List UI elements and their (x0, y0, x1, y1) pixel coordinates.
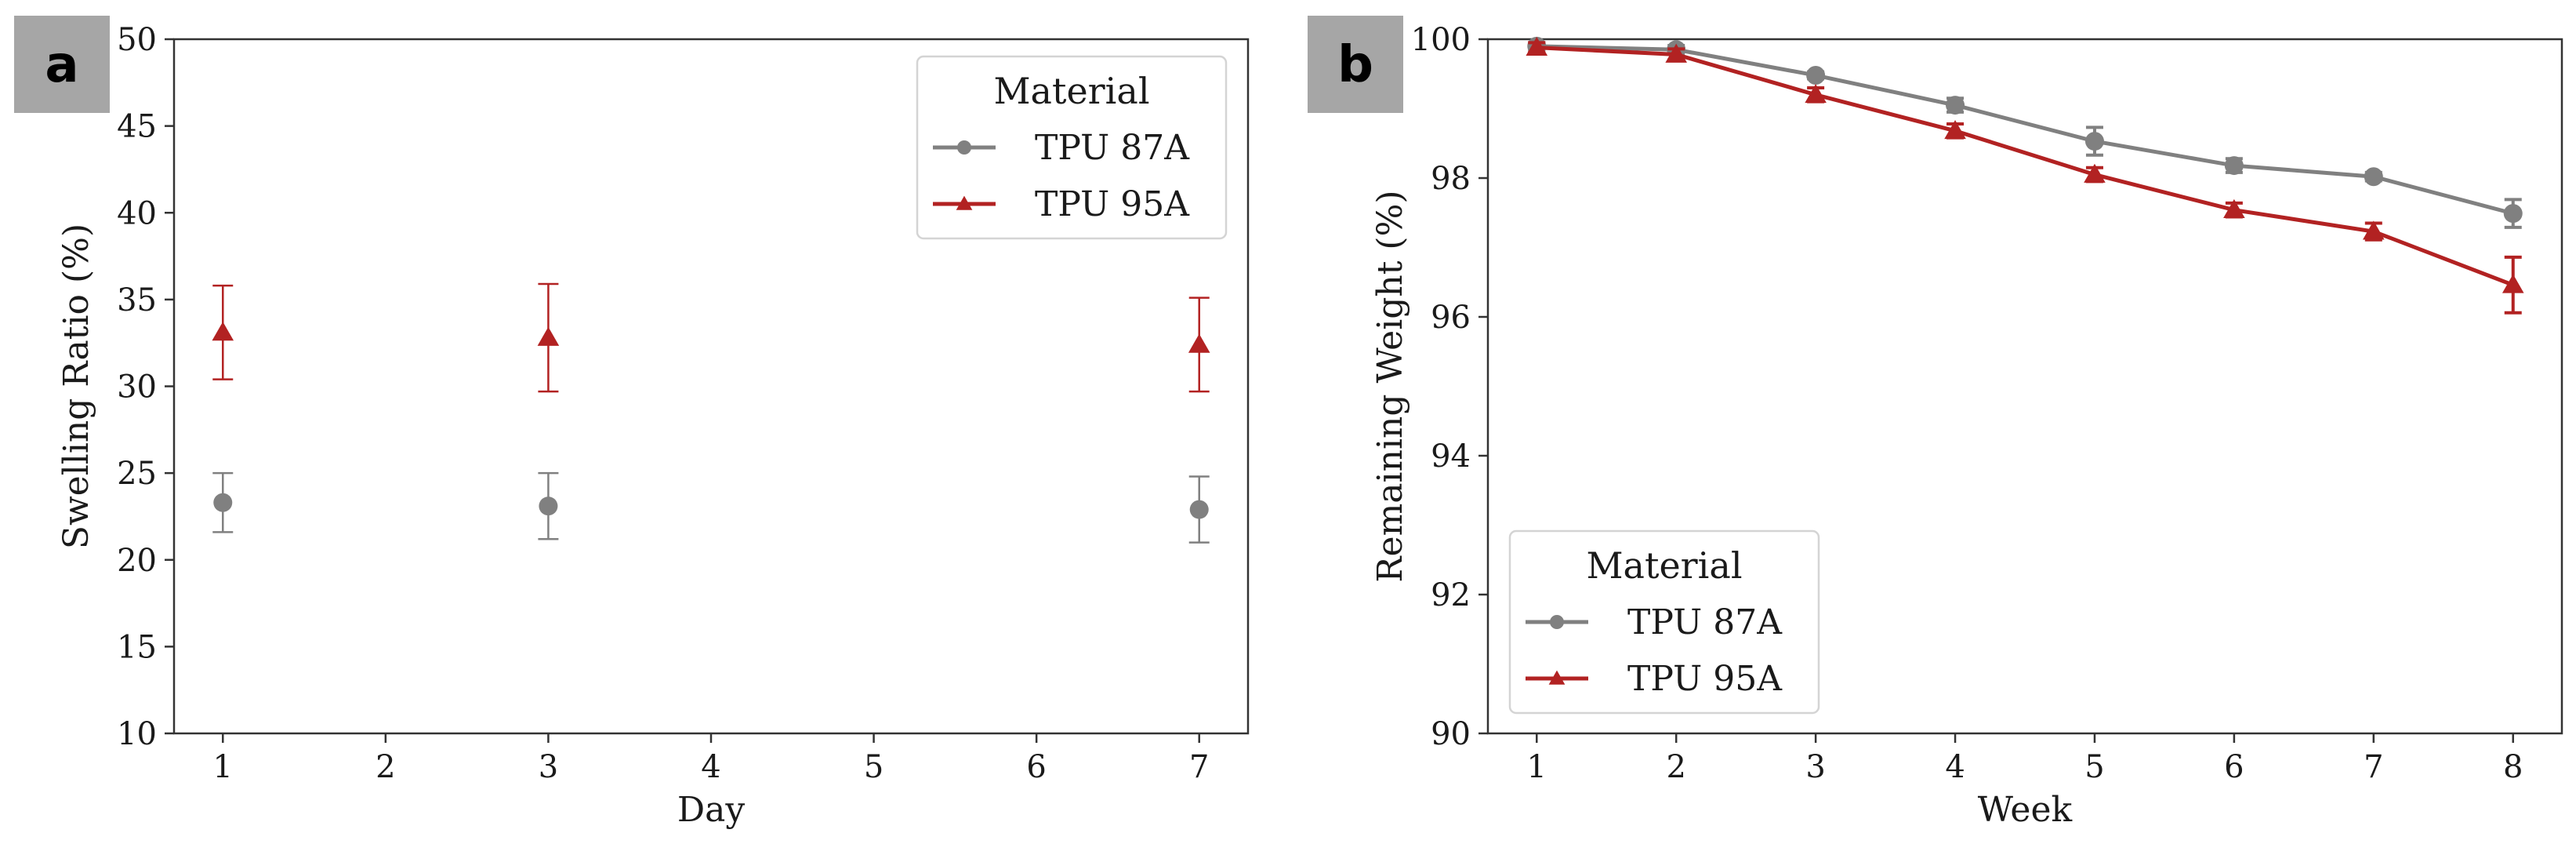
y-tick-label: 96 (1431, 300, 1471, 336)
data-point (2223, 198, 2245, 219)
data-point (2363, 220, 2385, 240)
y-tick-label: 10 (117, 716, 157, 752)
x-tick-label: 8 (2503, 749, 2523, 785)
data-point (539, 497, 558, 516)
y-tick-label: 90 (1431, 716, 1471, 752)
legend-title: Material (1586, 544, 1742, 587)
legend-box (1508, 529, 1820, 715)
data-point (2502, 274, 2524, 293)
x-tick-label: 1 (213, 749, 233, 785)
y-tick-label: 94 (1431, 438, 1471, 475)
axes-frame (1486, 38, 2563, 735)
x-tick-label: 3 (1805, 749, 1825, 785)
x-tick-label: 2 (1666, 749, 1685, 785)
data-point (2503, 204, 2523, 224)
y-tick-label: 45 (117, 109, 157, 145)
data-point (1665, 43, 1687, 63)
y-tick-label: 35 (117, 282, 157, 318)
legend-label: TPU 95A (1035, 184, 1190, 224)
legend: Material TPU 87A TPU 95A (916, 55, 1228, 240)
legend-entry: TPU 87A (933, 128, 1190, 168)
legend: Material TPU 87A TPU 95A (1508, 529, 1820, 715)
series-line (1537, 45, 2514, 287)
x-tick-label: 4 (701, 749, 720, 785)
x-tick-label: 5 (864, 749, 883, 785)
x-axis-label: Week (1978, 790, 2073, 830)
legend-label: TPU 87A (1035, 128, 1190, 168)
x-tick-label: 5 (2084, 749, 2104, 785)
x-tick-label: 3 (539, 749, 558, 785)
series-tpu-87a (1527, 36, 2523, 229)
y-tick-label: 100 (1411, 22, 1471, 58)
data-point (2084, 163, 2106, 183)
data-point (2224, 156, 2244, 176)
y-tick-label: 20 (117, 543, 157, 579)
legend-label: TPU 87A (1627, 602, 1783, 642)
data-point (1526, 36, 1548, 56)
data-point (212, 322, 234, 341)
y-tick-label: 92 (1431, 577, 1471, 613)
x-axis-label: Day (677, 790, 746, 830)
data-point (213, 493, 233, 512)
legend-title: Material (993, 70, 1149, 112)
panel-b: b 1 2 3 4 5 6 7 8 90 92 94 96 98 100 Week Remaining Weig… (1308, 16, 2563, 830)
panel-letter-badge (1308, 16, 1403, 113)
panel-letter-badge (14, 16, 110, 113)
series-tpu-87a (212, 471, 1210, 544)
y-tick-label: 50 (117, 22, 157, 58)
x-tick-label: 6 (1026, 749, 1046, 785)
data-point (1946, 96, 1965, 115)
legend-marker (1550, 615, 1564, 629)
data-point (2364, 167, 2383, 187)
y-tick-label: 15 (117, 629, 157, 665)
panel-letter: a (45, 36, 78, 94)
legend-marker (957, 140, 971, 155)
data-point (1189, 500, 1209, 519)
y-tick-label: 98 (1431, 161, 1471, 197)
legend-marker (1548, 670, 1566, 685)
series-tpu-95a (1526, 36, 2524, 315)
x-tick-label: 6 (2224, 749, 2244, 785)
data-point (1188, 333, 1210, 353)
y-tick-label: 40 (117, 195, 157, 231)
series-tpu-95a (212, 282, 1210, 393)
data-point (1805, 84, 1827, 104)
x-tick-label: 1 (1527, 749, 1547, 785)
data-point (2084, 132, 2104, 151)
series-line (1537, 44, 2514, 216)
x-tick-label: 4 (1945, 749, 1965, 785)
data-point (1806, 66, 1826, 85)
legend-entry: TPU 95A (1526, 659, 1783, 699)
y-tick-label: 30 (117, 369, 157, 406)
y-axis-label: Swelling Ratio (%) (56, 224, 96, 549)
data-point (1944, 120, 1966, 140)
legend-label: TPU 95A (1627, 659, 1783, 699)
panel-letter: b (1337, 36, 1373, 94)
x-tick-label: 2 (376, 749, 395, 785)
legend-entry: TPU 87A (1526, 602, 1783, 642)
x-tick-label: 7 (2364, 749, 2383, 785)
y-axis-label: Remaining Weight (%) (1370, 190, 1410, 582)
legend-box (916, 55, 1228, 240)
data-point (537, 326, 560, 346)
y-tick-label: 25 (117, 456, 157, 492)
legend-entry: TPU 95A (933, 184, 1190, 224)
legend-marker (956, 195, 973, 210)
x-tick-label: 7 (1189, 749, 1209, 785)
